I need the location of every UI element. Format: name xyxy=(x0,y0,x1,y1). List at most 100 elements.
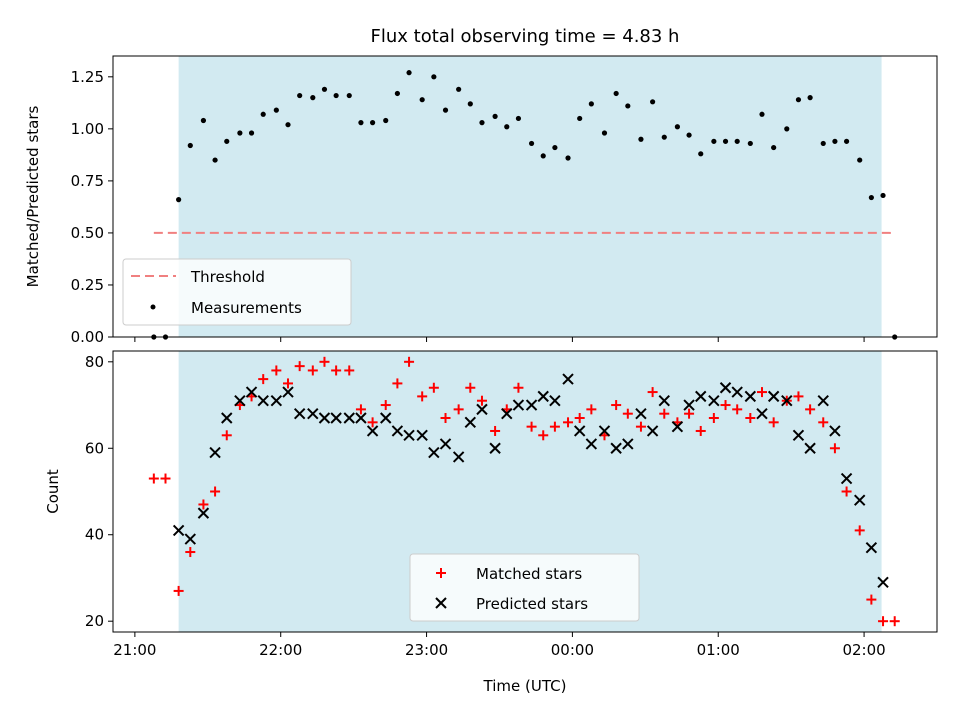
matched-star-point xyxy=(829,443,840,454)
measurement-point xyxy=(456,86,462,92)
predicted-star-point xyxy=(804,442,816,454)
cross-stroke xyxy=(343,412,355,424)
matched-star-point xyxy=(635,421,646,432)
measurement-point xyxy=(747,140,753,147)
predicted-star-point xyxy=(877,576,889,588)
cross-stroke xyxy=(197,507,210,519)
predicted-star-point xyxy=(695,390,707,403)
top-legend: Threshold Measurements xyxy=(122,258,352,326)
cross-stroke xyxy=(439,438,452,450)
matched-star-point xyxy=(465,382,476,393)
matched-star-point xyxy=(148,473,159,484)
cross-stroke xyxy=(671,420,684,433)
matched-star-point xyxy=(574,413,585,424)
bottom-legend: Matched stars Predicted stars xyxy=(409,553,640,622)
cross-stroke xyxy=(562,373,574,385)
matched-star-point xyxy=(708,413,719,424)
predicted-star-point xyxy=(671,420,684,433)
cross-stroke xyxy=(598,425,611,437)
measurement-point xyxy=(528,140,535,147)
cross-stroke xyxy=(658,395,670,407)
matched-star-point xyxy=(221,430,232,441)
predicted-star-point xyxy=(501,407,513,420)
cross-stroke xyxy=(501,407,513,420)
matched-star-point xyxy=(428,382,439,393)
measurement-point xyxy=(795,97,802,103)
x-tick-label: 01:00 xyxy=(697,641,740,659)
predicted-star-point xyxy=(270,395,283,407)
top-y-tick-label: 0.75 xyxy=(71,172,104,190)
top-x-axis-ticks xyxy=(134,337,865,342)
cross-stroke xyxy=(525,399,538,411)
legend-plus-marker xyxy=(436,568,446,578)
measurement-point xyxy=(832,138,838,144)
measurement-point xyxy=(588,101,594,107)
matched-star-point xyxy=(283,378,294,389)
cross-stroke xyxy=(452,451,465,463)
predicted-star-point xyxy=(562,373,574,385)
predicted-star-point xyxy=(792,429,805,442)
measurement-point xyxy=(237,130,243,136)
top-y-axis-label: Matched/Predicted stars xyxy=(24,106,42,288)
matched-star-point xyxy=(210,486,221,497)
cross-stroke xyxy=(695,390,707,403)
matched-star-point xyxy=(380,400,391,411)
predicted-star-point xyxy=(282,386,294,398)
cross-stroke xyxy=(804,442,816,454)
predicted-star-point xyxy=(428,446,440,459)
predicted-star-point xyxy=(366,425,379,437)
bottom-y-axis-label: Count xyxy=(44,469,62,514)
predicted-star-point xyxy=(549,395,561,407)
matched-star-point xyxy=(745,413,756,424)
predicted-star-point xyxy=(731,386,743,398)
matched-star-point xyxy=(490,425,501,436)
cross-stroke xyxy=(622,438,634,450)
cross-stroke xyxy=(366,425,379,437)
measurement-point xyxy=(784,126,790,132)
matched-star-point xyxy=(294,361,305,372)
matched-star-point xyxy=(866,594,877,605)
predicted-star-point xyxy=(172,524,185,537)
legend-predicted-label: Predicted stars xyxy=(476,595,588,613)
cross-stroke xyxy=(683,399,695,411)
cross-stroke xyxy=(489,442,501,454)
predicted-star-point xyxy=(598,425,611,437)
bottom-y-tick-label: 20 xyxy=(85,612,104,630)
matched-star-point xyxy=(793,391,804,402)
cross-stroke xyxy=(245,386,258,398)
legend-measurements-swatch xyxy=(150,304,156,310)
measurement-point xyxy=(346,92,352,99)
matched-star-point xyxy=(768,417,779,428)
predicted-star-point xyxy=(525,399,538,411)
cross-stroke xyxy=(865,541,878,554)
cross-stroke xyxy=(355,412,367,424)
predicted-star-point xyxy=(403,429,415,442)
measurement-point xyxy=(515,115,522,122)
cross-stroke xyxy=(234,395,246,407)
matched-star-point xyxy=(586,404,597,415)
cross-stroke xyxy=(549,395,561,407)
predicted-star-point xyxy=(184,533,197,545)
predicted-star-point xyxy=(865,541,878,554)
cross-stroke xyxy=(731,386,743,398)
predicted-star-point xyxy=(476,403,488,416)
ratio-panel: 0.00 0.25 0.50 0.75 1.00 1.25 Matched/Predict… xyxy=(24,55,938,346)
predicted-star-point xyxy=(209,446,221,459)
measurement-point xyxy=(880,192,886,199)
top-y-tick-label: 0.00 xyxy=(71,328,104,346)
measurement-point xyxy=(321,86,328,92)
legend-matched-label: Matched stars xyxy=(476,565,582,583)
measurement-point xyxy=(310,95,316,101)
measurement-point xyxy=(552,144,558,151)
matched-star-point xyxy=(756,387,767,398)
predicted-star-point xyxy=(683,399,695,411)
measurement-point xyxy=(200,117,207,124)
measurement-point xyxy=(698,151,704,157)
matched-star-point xyxy=(889,616,900,627)
top-y-tick-label: 1.25 xyxy=(71,68,104,86)
predicted-star-point xyxy=(307,407,319,420)
cross-stroke xyxy=(719,382,732,394)
cross-stroke xyxy=(792,429,805,442)
measurement-point xyxy=(260,111,266,117)
